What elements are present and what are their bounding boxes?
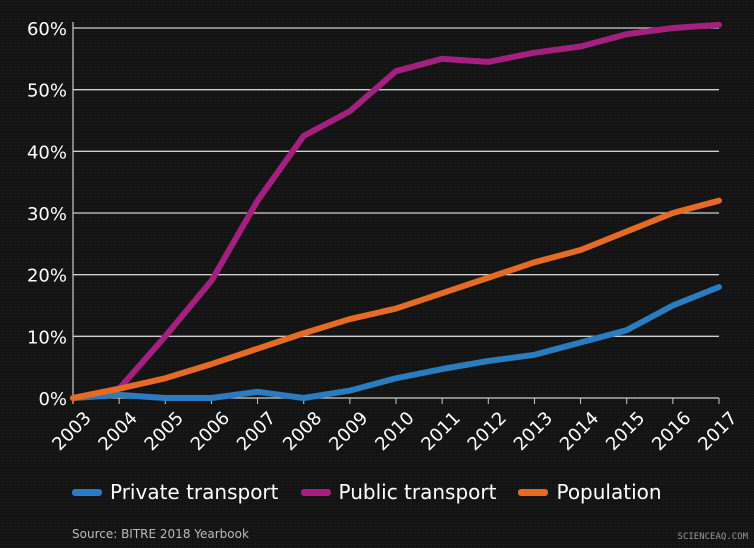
x-tick-label: 2006 xyxy=(187,408,234,455)
legend-swatch xyxy=(518,488,549,496)
legend-item-public: Public transport xyxy=(300,480,497,504)
x-tick-label: 2004 xyxy=(94,408,141,455)
legend-item-population: Population xyxy=(518,480,662,504)
legend-label: Private transport xyxy=(110,480,279,504)
watermark: SCIENCEAQ.COM xyxy=(677,532,748,542)
legend-label: Population xyxy=(556,480,662,504)
x-tick-label: 2011 xyxy=(417,408,464,455)
legend-swatch xyxy=(72,488,102,496)
legend: Private transport Public transport Popul… xyxy=(72,480,684,504)
x-tick-label: 2003 xyxy=(48,408,95,455)
x-tick-label: 2013 xyxy=(510,408,557,455)
series-line-population xyxy=(70,197,722,401)
y-tick-label: 0% xyxy=(38,389,67,410)
source-note: Source: BITRE 2018 Yearbook xyxy=(72,527,249,541)
y-tick-label: 50% xyxy=(27,81,67,102)
x-tick-label: 2017 xyxy=(694,408,741,455)
series-line-public-transport xyxy=(70,21,722,401)
legend-item-private: Private transport xyxy=(72,480,279,504)
x-tick-label: 2012 xyxy=(464,408,511,455)
x-tick-label: 2016 xyxy=(648,408,695,455)
x-tick-label: 2010 xyxy=(371,408,418,455)
legend-swatch xyxy=(300,488,331,496)
y-tick-label: 30% xyxy=(27,204,67,225)
y-tick-label: 40% xyxy=(27,142,67,163)
x-tick-label: 2015 xyxy=(602,408,649,455)
x-tick-label: 2014 xyxy=(556,408,603,455)
x-tick-label: 2005 xyxy=(141,408,188,455)
x-tick-label: 2008 xyxy=(279,408,326,455)
legend-label: Public transport xyxy=(338,480,497,504)
series-line-private-transport xyxy=(70,284,722,401)
y-tick-label: 10% xyxy=(27,327,67,348)
x-tick-label: 2009 xyxy=(325,408,372,455)
x-tick-label: 2007 xyxy=(233,408,280,455)
y-tick-label: 60% xyxy=(27,19,67,40)
y-tick-label: 20% xyxy=(27,266,67,287)
